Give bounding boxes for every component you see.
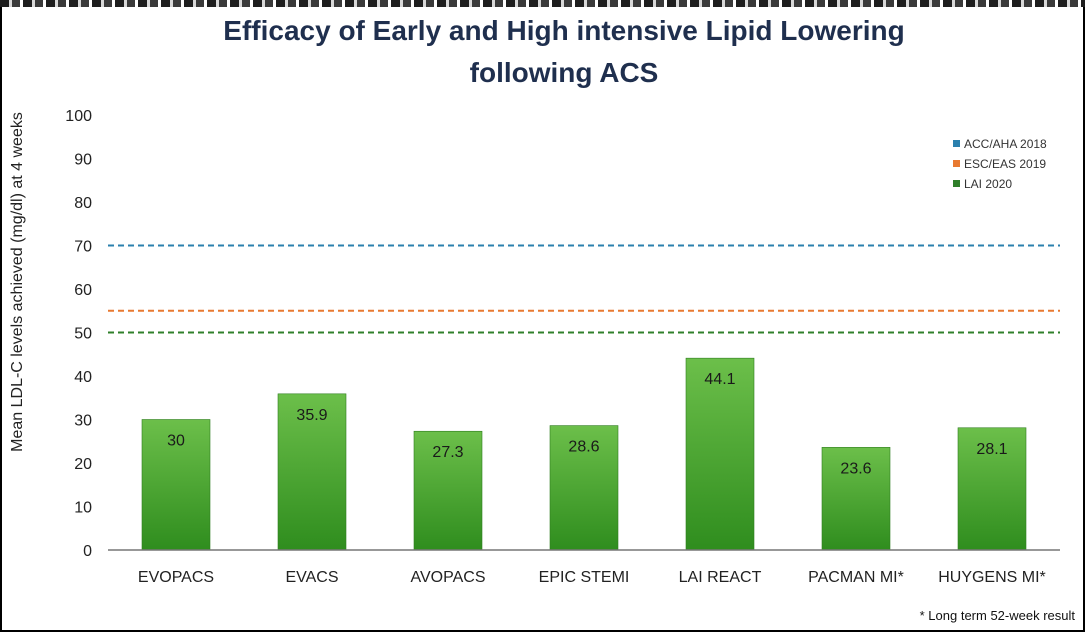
x-category-label: AVOPACS — [411, 569, 486, 586]
top-edge-strip — [0, 0, 1085, 7]
bar — [413, 430, 483, 551]
legend-entry: ESC/EAS 2019 — [964, 157, 1046, 171]
x-category-label: LAI REACT — [679, 569, 762, 586]
legend-swatch — [953, 160, 960, 167]
bar-value-label: 35.9 — [296, 407, 327, 424]
x-category-label: EVACS — [285, 569, 338, 586]
legend-swatch — [953, 140, 960, 147]
bar-value-label: 27.3 — [432, 444, 463, 461]
legend-entry: LAI 2020 — [964, 177, 1012, 191]
y-tick-label: 50 — [74, 326, 92, 343]
bar-value-label: 28.6 — [568, 439, 599, 456]
bar-value-label: 23.6 — [840, 460, 871, 477]
chart-title-line-1: Efficacy of Early and High intensive Lip… — [223, 15, 904, 46]
y-tick-label: 100 — [65, 108, 92, 125]
x-category-label: EPIC STEMI — [539, 569, 630, 586]
y-tick-label: 40 — [74, 369, 92, 386]
bar-value-label: 44.1 — [704, 371, 735, 388]
x-category-label: HUYGENS MI* — [938, 569, 1046, 586]
y-tick-label: 10 — [74, 500, 92, 517]
bar — [549, 425, 619, 551]
bar — [277, 393, 347, 551]
y-tick-label: 80 — [74, 195, 92, 212]
bar — [685, 357, 755, 551]
legend-swatch — [953, 180, 960, 187]
y-tick-label: 90 — [74, 152, 92, 169]
legend-entry: ACC/AHA 2018 — [964, 137, 1047, 151]
footnote: * Long term 52-week result — [920, 608, 1076, 623]
x-category-label: EVOPACS — [138, 569, 214, 586]
bar — [957, 427, 1027, 551]
y-tick-label: 20 — [74, 456, 92, 473]
bar-value-label: 30 — [167, 433, 185, 450]
y-tick-label: 30 — [74, 413, 92, 430]
y-tick-label: 70 — [74, 239, 92, 256]
y-axis-label: Mean LDL-C levels achieved (mg/dl) at 4 … — [9, 112, 26, 452]
x-category-label: PACMAN MI* — [808, 569, 904, 586]
bar — [141, 419, 211, 551]
chart-title-line-2: following ACS — [470, 57, 659, 88]
bar — [821, 447, 891, 551]
y-tick-label: 0 — [83, 543, 92, 560]
y-tick-label: 60 — [74, 282, 92, 299]
bar-value-label: 28.1 — [976, 441, 1007, 458]
